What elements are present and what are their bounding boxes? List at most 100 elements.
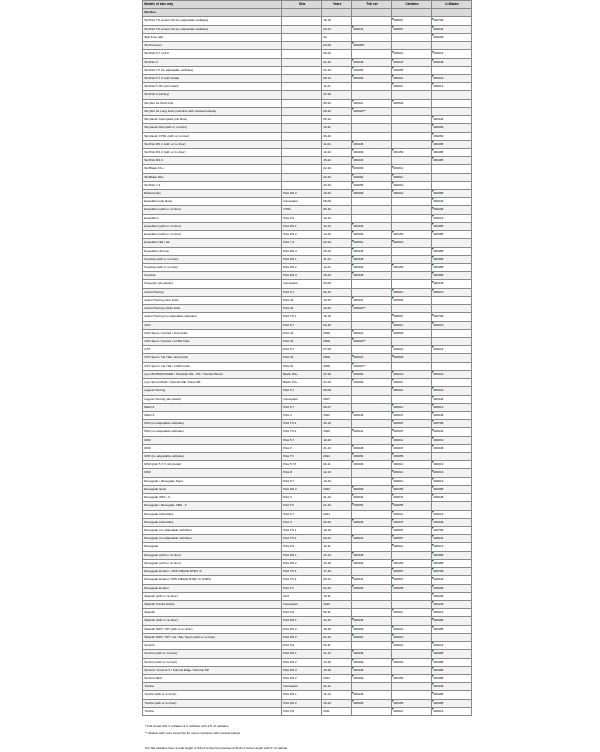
- cell-model: MXZ (no adjustable carbides): [142, 452, 282, 462]
- table-row: Expedition Xtreme Pilot DS 3 20-23 300446 30…: [142, 246, 472, 256]
- cell-skis: Pilot TS 1: [281, 419, 322, 429]
- cell-carbides: [391, 616, 432, 626]
- ski-models-table: Models of skis only Skis Years Full set …: [142, 0, 472, 717]
- cell-full-set: [351, 287, 392, 297]
- column-header-carbides: Carbides: [391, 0, 432, 10]
- cell-years: 06-22: [321, 49, 352, 59]
- cell-years: 21-23: [321, 443, 352, 454]
- cell-skis: Camoplast: [281, 279, 322, 289]
- cell-carbides: 300011: [391, 378, 432, 388]
- cell-full-set: 300288*: [351, 41, 392, 51]
- cell-years: 2011: [321, 706, 352, 717]
- cell-skis: [281, 106, 322, 117]
- footnote-row: ** Models with more long bolts for some …: [142, 730, 471, 737]
- cell-years: 15-20: [321, 624, 352, 634]
- cell-skis: [281, 73, 322, 84]
- cell-model: Lynx Sport RAVE / Xterrain RE / Rave RE: [142, 378, 282, 388]
- cell-u-blades: 300768: [431, 419, 472, 429]
- cell-years: 22-23: [321, 517, 352, 528]
- cell-carbides: [391, 304, 432, 314]
- cell-skis: Pilot TS 1: [281, 312, 322, 322]
- cell-full-set: 300309: [351, 698, 392, 708]
- cell-u-blades: 300485: [431, 262, 472, 273]
- table-row: Ski Pilot DS 2 (with or no liner) 13-22 30…: [142, 147, 472, 158]
- cell-full-set: [351, 394, 392, 404]
- cell-skis: [281, 123, 322, 133]
- cell-u-blades: 300449: [431, 682, 472, 692]
- cell-years: 06-15: [321, 320, 352, 330]
- table-row: Renegade Sport Pilot DS 2 2022 300309 300150…: [142, 484, 472, 495]
- cell-model: Expedition (with or no liner): [142, 221, 282, 232]
- cell-skis: Pilot TS 2: [281, 534, 322, 544]
- cell-model: Grand Touring short bolts: [142, 295, 282, 306]
- cell-model: Summit (with or no liner): [142, 649, 282, 659]
- footnote-row: Our flat carbides have a total height of…: [142, 745, 471, 752]
- cell-model: Summit / Summit X / Summit Edge / Summit…: [142, 665, 282, 675]
- cell-model: MXZ: [142, 435, 282, 445]
- cell-skis: Pilot DS 2: [281, 189, 322, 199]
- cell-carbides: 300011: [391, 287, 432, 297]
- cell-u-blades: 330042: [431, 427, 472, 437]
- cell-carbides: [391, 139, 432, 149]
- cell-carbides: 330047: [391, 57, 432, 67]
- cell-carbides: 300011: [391, 172, 432, 182]
- cell-u-blades: 300485: [431, 271, 472, 281]
- cell-carbides: 300011: [391, 542, 432, 552]
- cell-carbides: [391, 41, 432, 51]
- table-row: Freeride (with or no liner) Pilot DS 2 14-…: [142, 262, 472, 273]
- cell-full-set: [351, 213, 392, 223]
- table-row: Renegade (with or no liner) Pilot DS 2 14-…: [142, 558, 472, 569]
- cell-model: Skandic SWT / WT (with or no liner): [142, 624, 282, 634]
- cell-model: Legend Touring: [142, 386, 282, 396]
- cell-model: Ski Pilot TS version 40 (no adjustable c…: [142, 16, 282, 26]
- cell-years: 10-23: [321, 304, 352, 314]
- section-header-row: Ski-Doo: [142, 8, 472, 18]
- cell-model: GSX: [142, 320, 282, 330]
- cell-full-set: 330054: [351, 452, 392, 462]
- table-row: GSX Sport / Limited / short bolts Pilot S…: [142, 328, 472, 338]
- cell-u-blades: 330048: [431, 410, 472, 421]
- cell-model: Summit: [142, 641, 282, 651]
- cell-years: 06-07: [321, 402, 352, 412]
- cell-u-blades: 300013: [431, 82, 472, 92]
- table-row: Ski Pilot 5,7 et 6,9 06-22 300011 300013: [142, 49, 472, 59]
- cell-full-set: [351, 509, 392, 519]
- cell-u-blades: [431, 90, 472, 100]
- cell-full-set: 300446: [351, 221, 392, 232]
- cell-years: 10-11: [321, 123, 352, 133]
- footnotes-table: * Full model with 4 u-blades & 4 carbide…: [142, 716, 471, 752]
- cell-model: Tundra: [142, 706, 282, 717]
- cell-skis: Camoplast: [281, 197, 322, 207]
- cell-model: Renegade Adrenaline: [142, 517, 282, 528]
- table-row: Summit (with or no liner) Pilot DS 1 11-13…: [142, 649, 472, 659]
- cell-skis: Pilot SL: [281, 304, 322, 314]
- cell-skis: Pilot DS 2: [281, 484, 322, 495]
- cell-u-blades: 300449: [431, 115, 472, 125]
- cell-carbides: 300210: [391, 624, 432, 634]
- cell-full-set: [351, 32, 392, 43]
- cell-full-set: 330020**: [351, 106, 392, 117]
- cell-u-blades: [431, 98, 472, 108]
- cell-carbides: 300011: [391, 608, 432, 618]
- table-row: GSX Sport / Limited / LONG bolts Pilot SL…: [142, 336, 472, 347]
- table-row: Ski plastic Camoplast (ski blow) 05-12 300…: [142, 115, 472, 125]
- cell-skis: Pilot 5,7: [281, 402, 322, 412]
- cell-full-set: [351, 123, 392, 133]
- cell-skis: Pilot DS 1: [281, 221, 322, 232]
- cell-model: Ski Pilot DS 1 (with or no liner): [142, 139, 282, 149]
- cell-carbides: 300011: [391, 164, 432, 174]
- cell-skis: [281, 172, 322, 182]
- cell-skis: Pilot DS 2: [281, 657, 322, 667]
- cell-skis: Camoplast: [281, 682, 322, 692]
- cell-model: Skandic (with or no liner): [142, 591, 282, 601]
- cell-carbides: [391, 599, 432, 610]
- cell-full-set: [351, 131, 392, 141]
- cell-carbides: 300011: [391, 386, 432, 396]
- cell-u-blades: 300013: [431, 402, 472, 412]
- cell-years: 2020: [321, 427, 352, 437]
- cell-full-set: [351, 115, 392, 125]
- cell-full-set: [351, 197, 392, 207]
- cell-model: Skandic: [142, 608, 282, 618]
- cell-years: 04-09: [321, 279, 352, 289]
- cell-model: GTX: [142, 345, 282, 355]
